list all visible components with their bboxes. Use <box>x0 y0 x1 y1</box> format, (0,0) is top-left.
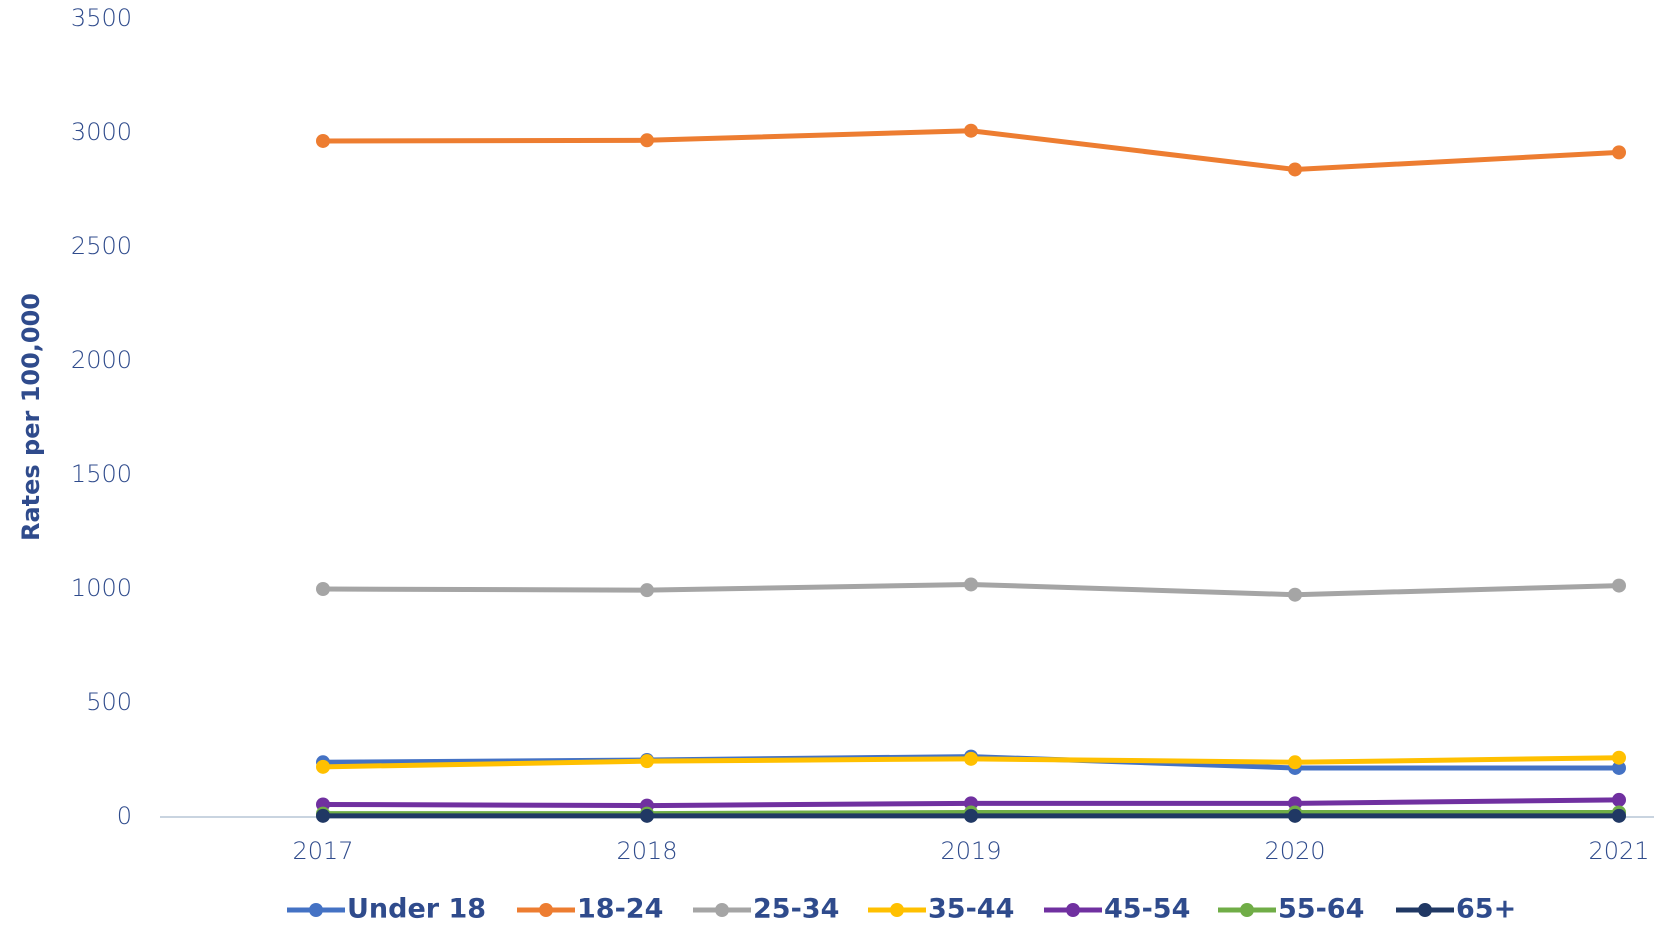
series-marker <box>964 808 978 823</box>
legend-label: 65+ <box>1456 894 1516 925</box>
series-marker <box>316 582 330 596</box>
legend-label: 35-44 <box>928 894 1014 925</box>
series-marker <box>1288 808 1302 823</box>
y-tick-label: 1000 <box>71 574 132 602</box>
series-marker <box>1288 755 1302 770</box>
y-tick-label: 3500 <box>71 4 132 32</box>
series-marker <box>1288 587 1302 602</box>
legend-label: 45-54 <box>1104 894 1190 925</box>
x-tick-label: 2019 <box>940 837 1001 865</box>
series-marker <box>316 759 330 774</box>
series-marker <box>1612 792 1626 807</box>
series-marker <box>1612 760 1626 775</box>
series-marker <box>1612 808 1626 823</box>
legend-marker <box>1240 903 1254 917</box>
series-marker <box>640 808 654 823</box>
y-tick-label: 2500 <box>71 232 132 260</box>
series-marker <box>640 754 654 769</box>
x-tick-label: 2020 <box>1264 837 1325 865</box>
y-axis-label: Rates per 100,000 <box>17 293 45 541</box>
legend-label: 55-64 <box>1278 894 1364 925</box>
series-marker <box>316 133 330 148</box>
series-marker <box>1612 578 1626 593</box>
x-tick-label: 2021 <box>1588 837 1649 865</box>
legend-marker <box>1066 903 1080 917</box>
series-marker <box>1288 162 1302 177</box>
series-marker <box>964 751 978 766</box>
y-tick-label: 2000 <box>71 346 132 374</box>
y-tick-label: 500 <box>86 688 132 716</box>
legend-marker <box>309 903 323 917</box>
series-marker <box>964 123 978 138</box>
x-tick-label: 2018 <box>616 837 677 865</box>
series-marker <box>640 133 654 148</box>
legend-label: 25-34 <box>753 894 839 925</box>
legend-marker <box>539 903 553 917</box>
series-marker <box>640 583 654 598</box>
legend-marker <box>715 903 729 917</box>
series-marker <box>316 808 330 823</box>
series-marker <box>1612 145 1626 160</box>
y-tick-label: 0 <box>117 802 132 830</box>
series-marker <box>964 577 978 592</box>
legend-label: Under 18 <box>347 894 486 925</box>
legend-marker <box>890 903 904 917</box>
y-tick-label: 1500 <box>71 460 132 488</box>
legend-label: 18-24 <box>577 894 663 925</box>
legend-marker <box>1418 903 1432 917</box>
y-tick-label: 3000 <box>71 118 132 146</box>
series-marker <box>1612 750 1626 765</box>
x-tick-label: 2017 <box>292 837 353 865</box>
